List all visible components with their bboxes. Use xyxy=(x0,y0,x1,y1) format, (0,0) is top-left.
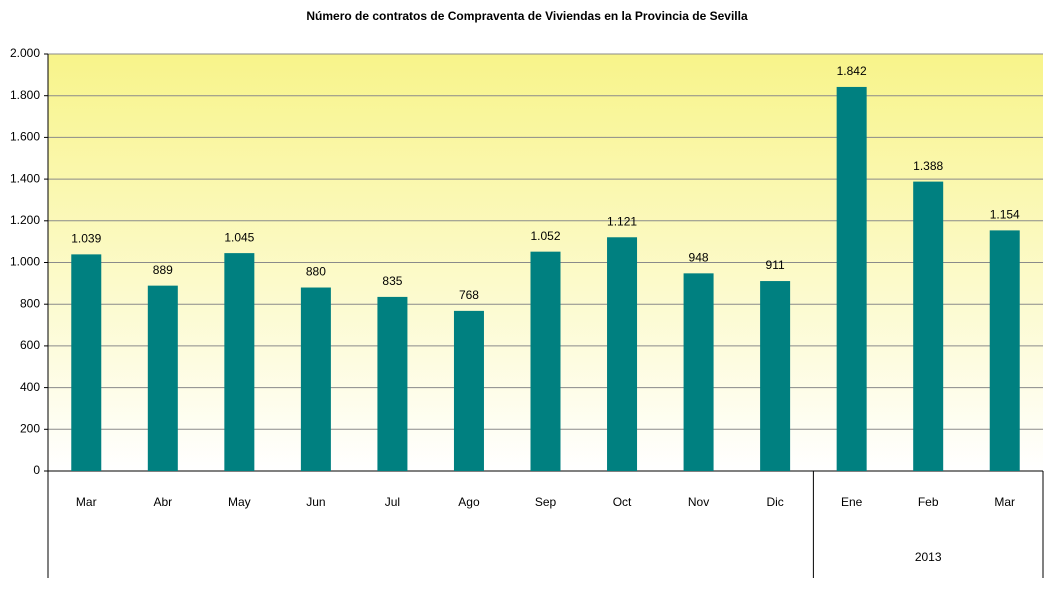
y-tick-label: 1.000 xyxy=(10,255,40,269)
y-tick-label: 1.200 xyxy=(10,213,40,227)
data-label: 889 xyxy=(153,263,173,277)
data-label: 1.039 xyxy=(71,232,101,246)
bar xyxy=(760,281,791,471)
data-label: 835 xyxy=(382,274,402,288)
x-tick-label: Abr xyxy=(153,495,172,509)
x-tick-label: May xyxy=(228,495,251,509)
data-label: 1.388 xyxy=(913,159,943,173)
data-label: 1.052 xyxy=(530,229,560,243)
data-label: 911 xyxy=(766,258,785,272)
x-tick-label: Feb xyxy=(918,495,939,509)
bar xyxy=(71,254,102,471)
bar xyxy=(836,86,867,472)
data-label: 1.154 xyxy=(990,208,1020,222)
chart-title: Número de contratos de Compraventa de Vi… xyxy=(306,9,748,23)
group-label: 2013 xyxy=(915,550,942,564)
y-tick-label: 2.000 xyxy=(10,46,40,60)
data-label: 1.121 xyxy=(607,214,637,228)
bar xyxy=(453,310,484,471)
y-tick-label: 1.400 xyxy=(10,171,40,185)
x-tick-label: Jul xyxy=(385,495,400,509)
bar xyxy=(377,296,408,471)
bar xyxy=(683,273,714,471)
y-tick-label: 400 xyxy=(20,380,40,394)
data-label: 768 xyxy=(459,288,479,302)
data-label: 948 xyxy=(689,251,709,265)
bar xyxy=(147,285,178,471)
data-label: 1.045 xyxy=(224,230,254,244)
y-tick-label: 600 xyxy=(20,338,40,352)
x-tick-label: Mar xyxy=(76,495,97,509)
bar xyxy=(224,253,255,471)
x-tick-label: Oct xyxy=(613,495,632,509)
x-tick-label: Mar xyxy=(994,495,1015,509)
y-tick-label: 0 xyxy=(33,463,40,477)
y-tick-label: 1.800 xyxy=(10,88,40,102)
bar xyxy=(530,251,561,471)
x-tick-label: Ene xyxy=(841,495,863,509)
x-tick-label: Dic xyxy=(766,495,783,509)
bar xyxy=(300,287,331,471)
data-label: 880 xyxy=(306,265,326,279)
x-tick-label: Nov xyxy=(688,495,709,509)
bar xyxy=(913,181,944,472)
x-tick-label: Ago xyxy=(458,495,480,509)
y-tick-label: 1.600 xyxy=(10,130,40,144)
data-label: 1.842 xyxy=(837,64,867,78)
bar xyxy=(607,237,638,471)
x-tick-label: Sep xyxy=(535,495,557,509)
x-tick-label: Jun xyxy=(306,495,325,509)
y-tick-label: 200 xyxy=(20,421,40,435)
y-tick-label: 800 xyxy=(20,296,40,310)
bar xyxy=(989,230,1020,471)
